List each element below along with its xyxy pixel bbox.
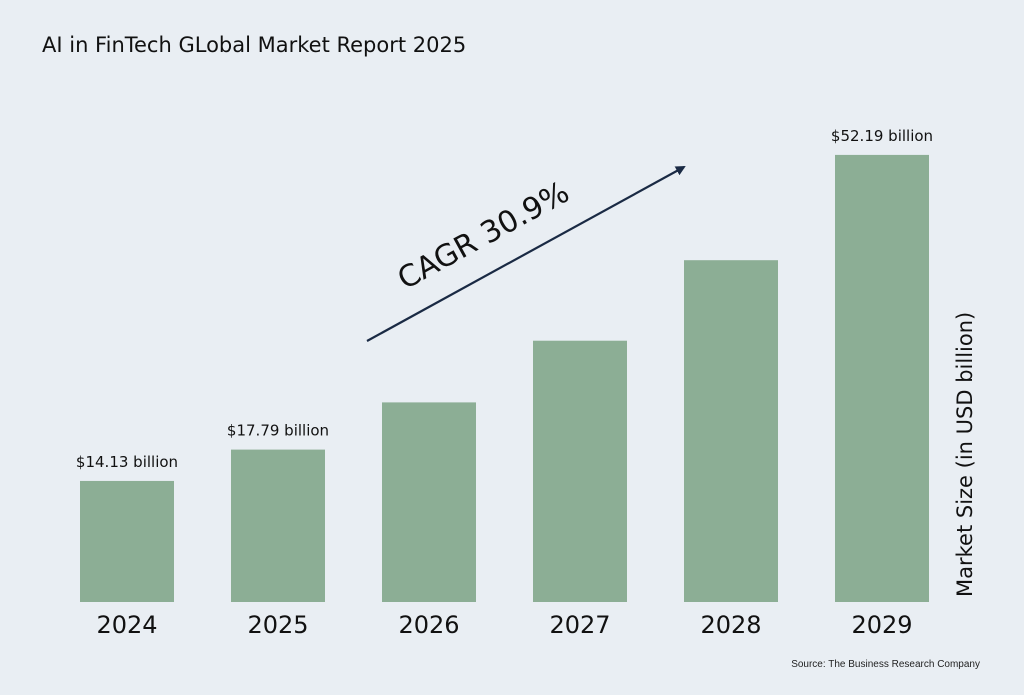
x-tick-label: 2028 [700,611,761,639]
x-tick-label: 2029 [851,611,912,639]
bar-2028 [684,260,778,602]
y-axis-label: Market Size (in USD billion) [953,312,977,597]
x-tick-labels-group: 2024 2025 2026 2027 2028 2029 [96,611,912,639]
bar-2029 [835,154,929,602]
data-label: $17.79 billion [227,422,329,440]
data-label: $52.19 billion [831,127,933,145]
bar-2027 [533,340,627,602]
x-tick-label: 2026 [398,611,459,639]
chart-title: AI in FinTech GLobal Market Report 2025 [42,33,466,57]
x-tick-label: 2025 [247,611,308,639]
bar-2025 [231,449,325,602]
bar-2024 [80,480,174,602]
bars-group [80,154,929,602]
bar-2026 [382,402,476,602]
x-tick-label: 2024 [96,611,157,639]
cagr-annotation: CAGR 30.9% [392,175,575,297]
source-note: Source: The Business Research Company [791,659,980,670]
x-tick-label: 2027 [549,611,610,639]
data-label: $14.13 billion [76,453,178,471]
growth-arrow [366,166,686,342]
data-labels-group: $14.13 billion $17.79 billion $52.19 billi… [76,127,933,471]
